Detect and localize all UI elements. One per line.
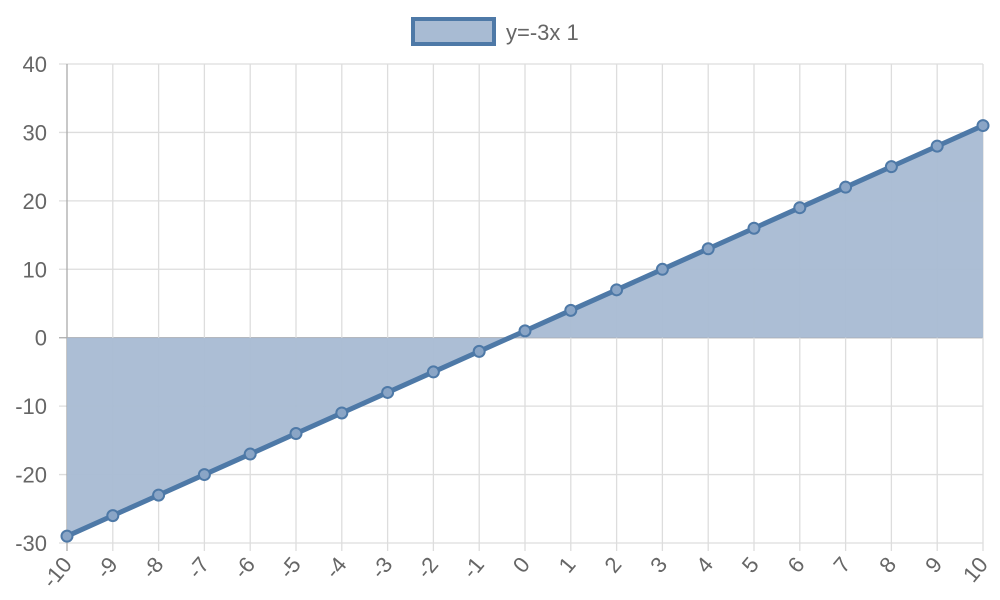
data-point xyxy=(747,221,761,235)
x-tick-labels: -10 -9 -8 -7 -6 -5 -4 -3 -2 -1 0 1 2 3 4 5 6 7 8 9 10 xyxy=(37,552,993,592)
data-point xyxy=(884,160,898,174)
y-tick-label: 10 xyxy=(23,257,47,282)
x-tick-label: -2 xyxy=(412,552,444,583)
data-point xyxy=(518,324,532,338)
y-tick-label: -10 xyxy=(15,394,47,419)
data-point xyxy=(839,180,853,194)
x-tick-label: -4 xyxy=(320,552,352,583)
x-tick-label: 9 xyxy=(920,552,947,577)
data-point xyxy=(381,385,395,399)
data-point xyxy=(335,406,349,420)
x-tick-label: 2 xyxy=(599,552,626,577)
data-point xyxy=(976,119,990,133)
x-tick-label: -1 xyxy=(457,552,489,583)
data-point xyxy=(610,283,624,297)
legend-swatch[interactable] xyxy=(411,17,496,46)
data-point xyxy=(289,427,303,441)
data-point xyxy=(60,529,74,543)
y-tick-label: 30 xyxy=(23,120,47,145)
x-tick-label: -7 xyxy=(183,552,215,583)
y-tick-label: 0 xyxy=(35,326,47,351)
x-tick-label: -3 xyxy=(366,552,398,583)
y-tick-label: 40 xyxy=(23,52,47,77)
data-point xyxy=(472,344,486,358)
legend-label[interactable]: y=-3x 1 xyxy=(506,20,579,45)
y-tick-label: -30 xyxy=(15,531,47,556)
data-point xyxy=(426,365,440,379)
x-tick-label: 4 xyxy=(691,552,718,577)
data-point xyxy=(793,201,807,215)
y-tick-labels: 40 30 20 10 0 -10 -20 -30 xyxy=(15,52,47,556)
x-tick-label: 10 xyxy=(958,552,993,587)
legend[interactable]: y=-3x 1 xyxy=(411,17,579,46)
x-tick-label: 3 xyxy=(645,552,672,577)
data-point xyxy=(106,509,120,523)
x-tick-label: 1 xyxy=(554,552,581,577)
data-point xyxy=(152,488,166,502)
x-tick-label: -5 xyxy=(274,552,306,583)
data-point xyxy=(564,303,578,317)
x-tick-label: 7 xyxy=(828,552,855,577)
x-tick-label: -8 xyxy=(137,552,169,583)
y-tick-label: 20 xyxy=(23,189,47,214)
data-point xyxy=(243,447,257,461)
x-tick-label: 5 xyxy=(737,552,764,577)
data-points xyxy=(60,119,990,543)
x-tick-label: -6 xyxy=(228,552,260,583)
x-tick-label: -9 xyxy=(91,552,123,583)
x-tick-label: 6 xyxy=(783,552,810,577)
y-tick-label: -20 xyxy=(15,463,47,488)
data-point xyxy=(701,242,715,256)
x-tick-label: 0 xyxy=(508,552,535,577)
data-point xyxy=(930,139,944,153)
x-tick-label: 8 xyxy=(874,552,901,577)
x-tick-label: -10 xyxy=(37,552,77,592)
data-point xyxy=(655,262,669,276)
data-point xyxy=(197,468,211,482)
